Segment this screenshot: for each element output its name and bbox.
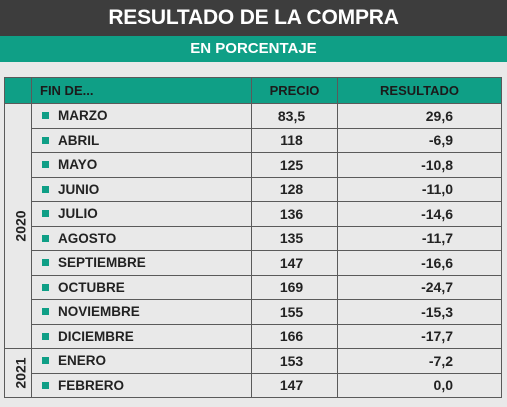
year-text: 2020: [12, 210, 29, 242]
month-cell: DICIEMBRE: [31, 323, 252, 349]
square-bullet-icon: [42, 332, 49, 340]
year-label: 2021: [4, 348, 32, 398]
table-header-row: FIN DE... PRECIO RESULTADO: [4, 77, 502, 104]
month-label: FEBRERO: [58, 377, 125, 393]
year-column-header: [4, 77, 32, 104]
month-cell: JULIO: [31, 201, 252, 227]
month-cell: FEBRERO: [31, 372, 252, 398]
resultado-cell: 0,0: [337, 372, 502, 398]
month-cell: SEPTIEMBRE: [31, 250, 252, 276]
precio-cell: 153: [251, 348, 338, 374]
table-body: 2020 MARZO 83,5 29,6 ABRIL 118 -6,9 MAYO 125 -10,…: [4, 103, 502, 398]
resultado-cell: -14,6: [337, 201, 502, 227]
precio-cell: 169: [251, 274, 338, 300]
month-label: JUNIO: [58, 181, 100, 197]
page-title: RESULTADO DE LA COMPRA: [0, 0, 507, 36]
month-label: AGOSTO: [58, 230, 117, 246]
month-cell: ENERO: [31, 348, 252, 374]
square-bullet-icon: [42, 357, 49, 365]
square-bullet-icon: [42, 161, 49, 169]
resultado-cell: -11,7: [337, 225, 502, 251]
table-row: AGOSTO 135 -11,7: [5, 225, 502, 251]
resultado-cell: -11,0: [337, 176, 502, 202]
table-row: JULIO 136 -14,6: [5, 201, 502, 227]
precio-cell: 125: [251, 152, 338, 178]
month-cell: NOVIEMBRE: [31, 299, 252, 325]
precio-cell: 118: [251, 127, 338, 153]
table-row: 2021 ENERO 153 -7,2: [4, 348, 502, 398]
precio-cell: 155: [251, 299, 338, 325]
resultado-cell: 29,6: [337, 103, 502, 129]
month-cell: MARZO: [31, 103, 252, 129]
month-label: DICIEMBRE: [58, 328, 134, 344]
precio-cell: 147: [251, 250, 338, 276]
month-cell: ABRIL: [31, 127, 252, 153]
table-row: OCTUBRE 169 -24,7: [5, 274, 502, 300]
precio-cell: 128: [251, 176, 338, 202]
month-label: NOVIEMBRE: [58, 304, 140, 320]
resultado-cell: -15,3: [337, 299, 502, 325]
square-bullet-icon: [42, 136, 49, 144]
table-row: ABRIL 118 -6,9: [5, 127, 502, 153]
column-header-resultado: RESULTADO: [337, 77, 502, 104]
resultado-cell: -6,9: [337, 127, 502, 153]
year-label: 2020: [4, 103, 32, 349]
month-label: MARZO: [58, 108, 108, 124]
month-cell: OCTUBRE: [31, 274, 252, 300]
resultado-cell: -17,7: [337, 323, 502, 349]
square-bullet-icon: [42, 185, 49, 193]
precio-cell: 147: [251, 372, 338, 398]
precio-cell: 83,5: [251, 103, 338, 129]
square-bullet-icon: [42, 259, 49, 267]
table-row: FEBRERO 147 0,0: [5, 372, 502, 398]
resultado-cell: -16,6: [337, 250, 502, 276]
square-bullet-icon: [42, 283, 49, 291]
precio-cell: 166: [251, 323, 338, 349]
year-text: 2021: [12, 357, 29, 389]
column-header-fin: FIN DE...: [31, 77, 252, 104]
resultado-cell: -10,8: [337, 152, 502, 178]
table-row: SEPTIEMBRE 147 -16,6: [5, 250, 502, 276]
column-header-precio: PRECIO: [251, 77, 338, 104]
month-cell: JUNIO: [31, 176, 252, 202]
table-row: 2020 MARZO 83,5 29,6: [4, 103, 502, 349]
table-row: JUNIO 128 -11,0: [5, 176, 502, 202]
month-label: ABRIL: [58, 132, 100, 148]
table-row: NOVIEMBRE 155 -15,3: [5, 299, 502, 325]
square-bullet-icon: [42, 308, 49, 316]
square-bullet-icon: [42, 210, 49, 218]
precio-cell: 136: [251, 201, 338, 227]
page-subtitle: EN PORCENTAJE: [0, 36, 507, 62]
precio-cell: 135: [251, 225, 338, 251]
month-label: JULIO: [58, 206, 98, 222]
month-label: ENERO: [58, 353, 107, 369]
table-row: MAYO 125 -10,8: [5, 152, 502, 178]
month-cell: MAYO: [31, 152, 252, 178]
results-table: FIN DE... PRECIO RESULTADO 2020 MARZO 83,5…: [4, 77, 502, 398]
resultado-cell: -7,2: [337, 348, 502, 374]
month-cell: AGOSTO: [31, 225, 252, 251]
square-bullet-icon: [42, 381, 49, 389]
month-label: OCTUBRE: [58, 279, 125, 295]
month-label: MAYO: [58, 157, 98, 173]
month-label: SEPTIEMBRE: [58, 255, 146, 271]
table-row: DICIEMBRE 166 -17,7: [5, 323, 502, 349]
resultado-cell: -24,7: [337, 274, 502, 300]
square-bullet-icon: [42, 234, 49, 242]
spacer: [0, 62, 507, 77]
square-bullet-icon: [42, 112, 49, 120]
